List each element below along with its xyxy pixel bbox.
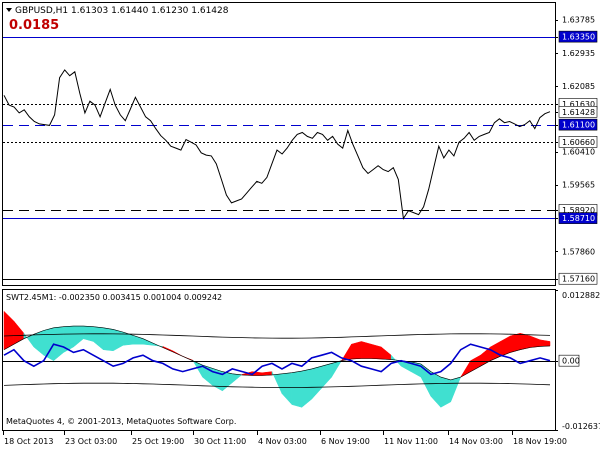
- time-label-1: 23 Oct 03:00: [65, 437, 117, 446]
- price-label-5: 1.61428: [562, 108, 595, 117]
- indicator-label-2: -0.012637: [562, 422, 600, 431]
- spread-value: 0.0185: [9, 18, 59, 33]
- price-label-3: 1.62085: [562, 82, 595, 91]
- indicator-label-0: 0.012882: [562, 291, 600, 300]
- indicator-label-1: 0.00: [562, 357, 580, 366]
- price-label-0: 1.63785: [562, 16, 595, 25]
- indicator-fill-35: [351, 341, 362, 360]
- time-label-2: 25 Oct 19:00: [132, 437, 184, 446]
- indicator-fill-29: [291, 370, 303, 408]
- price-label-4: 1.61630: [562, 100, 595, 109]
- price-label-6: 1.61100: [562, 121, 595, 130]
- time-label-3: 30 Oct 11:00: [194, 437, 246, 446]
- indicator-fill-37: [371, 343, 382, 360]
- price-label-10: 1.58920: [562, 206, 595, 215]
- price-label-8: 1.60410: [562, 148, 595, 157]
- indicator-header: SWT2.45M1: -0.002350 0.003415 0.001004 0…: [6, 293, 222, 302]
- indicator-fill-36: [361, 341, 372, 359]
- copyright-text: MetaQuotes 4, © 2001-2013, MetaQuotes So…: [6, 417, 236, 426]
- indicator-fill-52: [519, 332, 531, 351]
- price-axis: 1.63785 1.63350 1.62935 1.62085 1.616301.614…: [555, 16, 600, 431]
- indicator-fill-44: [440, 376, 451, 408]
- price-label-13: 1.57160: [562, 275, 595, 284]
- time-axis: 18 Oct 2013 23 Oct 03:00 25 Oct 19:00 30 Oc…: [3, 431, 567, 446]
- time-label-8: 18 Nov 19:00: [513, 437, 567, 446]
- price-series: [3, 69, 551, 220]
- symbol-header: GBPUSD,H1 1.61303 1.61440 1.61230 1.6142…: [15, 6, 229, 16]
- price-label-9: 1.59565: [562, 181, 595, 190]
- indicator-slow-line: [3, 325, 551, 381]
- indicator-fill-4: [43, 327, 54, 362]
- indicator-fill-54: [539, 339, 551, 347]
- current-price-box: [558, 106, 598, 118]
- level-label-box-1: [558, 30, 598, 43]
- indicator-current-box: [558, 354, 580, 367]
- level-label-box-13: [558, 272, 598, 285]
- indicator-series: [3, 310, 555, 408]
- price-label-7: 1.60660: [562, 138, 595, 147]
- indicator-fill-10: [103, 327, 114, 352]
- indicator-signal-line: [3, 343, 551, 376]
- time-label-5: 6 Nov 19:00: [321, 437, 370, 446]
- time-label-0: 18 Oct 2013: [4, 437, 53, 446]
- main-price-panel[interactable]: [2, 2, 556, 286]
- level-label-box-11: [558, 212, 598, 224]
- indicator-envelope-lower: [3, 382, 551, 389]
- indicator-panel[interactable]: [2, 289, 556, 431]
- price-label-11: 1.58710: [562, 214, 595, 223]
- time-label-7: 14 Nov 03:00: [449, 437, 503, 446]
- level-label-box-6: [558, 118, 598, 131]
- level-label-box-7: [558, 136, 598, 148]
- price-label-12: 1.57860: [562, 247, 595, 256]
- time-label-4: 4 Nov 03:00: [258, 437, 307, 446]
- price-label-2: 1.62935: [562, 49, 595, 58]
- indicator-envelope-upper: [3, 333, 551, 339]
- price-label-1: 1.63350: [562, 33, 595, 42]
- chart-menu-triangle-icon[interactable]: [6, 8, 12, 12]
- price-line: [3, 69, 551, 220]
- indicator-fill-51: [510, 332, 521, 353]
- time-label-6: 11 Nov 11:00: [384, 437, 438, 446]
